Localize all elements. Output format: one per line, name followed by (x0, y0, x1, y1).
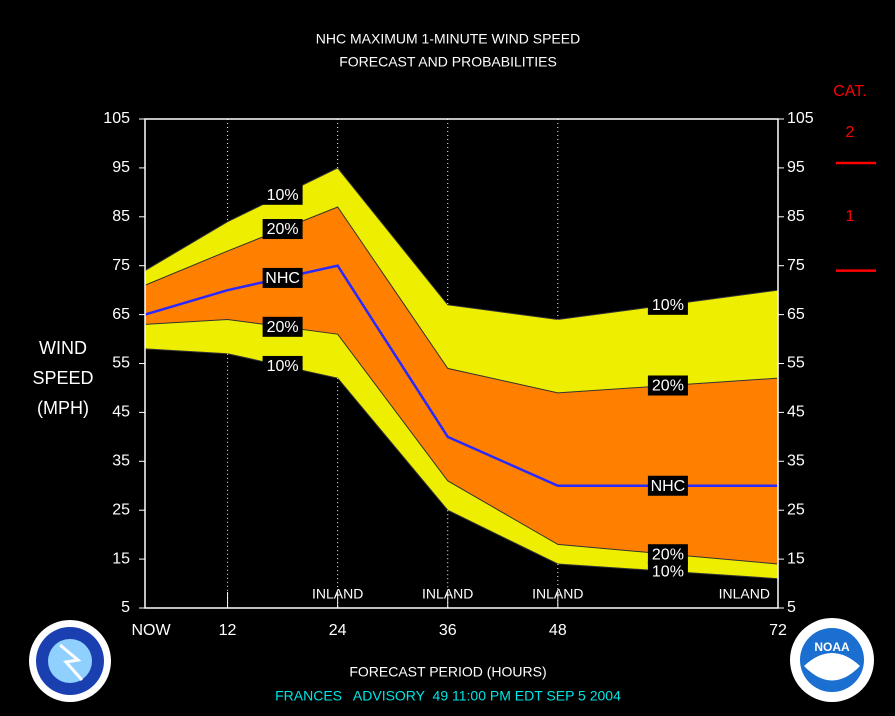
series-label-box (262, 184, 303, 205)
nhc-line (144, 264, 778, 487)
chart-title: NHC MAXIMUM 1-MINUTE WIND SPEED (316, 31, 580, 47)
y2-tick-label: 75 (787, 257, 805, 274)
series-label-box (647, 544, 688, 565)
y2-tick-label: 55 (787, 355, 805, 372)
y-tick-label: 105 (103, 110, 130, 127)
series-label-box (262, 316, 303, 337)
series-label-box (262, 267, 303, 288)
x-tick-label: 36 (439, 622, 457, 639)
y-axis-label: SPEED (32, 368, 93, 388)
x-tick-label: NOW (131, 622, 171, 639)
y-axis-label: (MPH) (37, 398, 89, 418)
series-label: 10% (652, 564, 684, 581)
series-label: NHC (651, 478, 686, 495)
annotation: INLAND (719, 586, 770, 602)
y2-tick-label: 35 (787, 453, 805, 470)
annotation: INLAND (422, 586, 473, 602)
y2-tick-label: 65 (787, 306, 805, 323)
y2-tick-label: 25 (787, 501, 805, 518)
noaa-logo-text: NOAA (814, 640, 850, 654)
footer: FRANCES ADVISORY 49 11:00 PM EDT SEP 5 2… (275, 688, 621, 704)
series-label-box (262, 355, 303, 376)
y-tick-label: 65 (112, 306, 130, 323)
series-label: 10% (652, 297, 684, 314)
series-label: 20% (267, 221, 299, 238)
chart-title: FORECAST AND PROBABILITIES (339, 54, 557, 70)
y-axis-label: WIND (39, 338, 87, 358)
x-tick-label: 24 (329, 622, 347, 639)
series-label: 20% (267, 319, 299, 336)
y2-tick-label: 95 (787, 159, 805, 176)
y2-tick-label: 5 (787, 599, 796, 616)
series-label: NHC (265, 270, 300, 287)
cat-title: CAT. (833, 83, 866, 100)
y-tick-label: 85 (112, 208, 130, 225)
series-label-box (647, 294, 688, 315)
series-label-box (647, 375, 688, 396)
x-tick-label: 72 (769, 622, 787, 639)
cat-label: 1 (846, 208, 855, 225)
series-label-box (262, 219, 303, 240)
series-label-box (647, 475, 688, 496)
y-tick-label: 95 (112, 159, 130, 176)
annotation: INLAND (532, 586, 583, 602)
y2-tick-label: 15 (787, 550, 805, 567)
x-tick-label: 12 (219, 622, 237, 639)
y2-tick-label: 105 (787, 110, 814, 127)
y-tick-label: 75 (112, 257, 130, 274)
y-tick-label: 55 (112, 355, 130, 372)
x-axis-label: FORECAST PERIOD (HOURS) (349, 664, 546, 680)
noaa-logo-wave (804, 653, 860, 681)
y2-tick-label: 85 (787, 208, 805, 225)
y-tick-label: 35 (112, 453, 130, 470)
x-tick-label: 48 (549, 622, 567, 639)
y-tick-label: 25 (112, 501, 130, 518)
y-tick-label: 45 (112, 404, 130, 421)
y-tick-label: 15 (112, 550, 130, 567)
series-label: 20% (652, 546, 684, 563)
series-label: 10% (267, 358, 299, 375)
logos: NOAA (29, 618, 874, 702)
series-label-box (647, 561, 688, 582)
series-label: 10% (267, 187, 299, 204)
y2-tick-label: 45 (787, 404, 805, 421)
y-tick-label: 5 (121, 599, 130, 616)
cat-label: 2 (846, 124, 855, 141)
nws-logo-bolt (59, 643, 84, 681)
series-label: 20% (652, 378, 684, 395)
annotation: INLAND (312, 586, 363, 602)
